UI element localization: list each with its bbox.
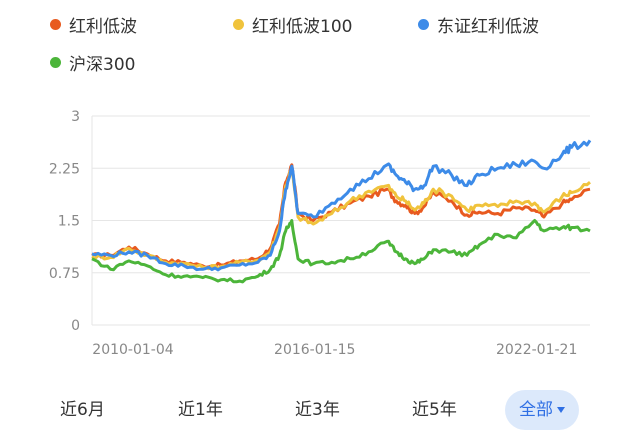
legend-item-dividend-lowvol[interactable]: 红利低波 <box>50 12 137 37</box>
legend-item-csi300[interactable]: 沪深300 <box>50 50 135 75</box>
x-tick-label: 2022-01-21 <box>496 342 577 358</box>
chart-legend: 红利低波 红利低波100 东证红利低波 沪深300 <box>0 0 640 86</box>
line-chart: 0 0.75 1.5 2.25 3 2010-01-04 2016-01-15 2022-0… <box>49 109 592 358</box>
x-tick-label: 2010-01-04 <box>92 342 173 358</box>
series-line <box>91 219 591 284</box>
x-axis: 2010-01-04 2016-01-15 2022-01-21 <box>92 342 577 358</box>
y-tick-label: 1.5 <box>58 214 80 230</box>
legend-label: 红利低波 <box>69 17 137 37</box>
legend-swatch <box>50 19 61 30</box>
legend-swatch <box>233 19 244 30</box>
y-tick-label: 3 <box>71 109 80 125</box>
legend-label: 沪深300 <box>69 55 136 75</box>
range-5y-button[interactable]: 近5年 <box>412 400 457 420</box>
y-tick-label: 2.25 <box>49 161 80 177</box>
range-all-button[interactable]: 全部 <box>505 390 579 430</box>
chart-series <box>91 139 592 284</box>
chart-grid <box>91 115 590 326</box>
legend-item-dividend-lowvol-100[interactable]: 红利低波100 <box>233 12 352 37</box>
series-line <box>91 166 591 271</box>
y-tick-label: 0.75 <box>49 266 80 282</box>
y-tick-label: 0 <box>71 318 80 334</box>
legend-swatch <box>418 19 429 30</box>
legend-label: 红利低波100 <box>252 17 353 37</box>
legend-item-dongzheng-dividend-lowvol[interactable]: 东证红利低波 <box>418 12 539 37</box>
legend-label: 东证红利低波 <box>437 17 539 37</box>
range-all-label: 全部 <box>519 400 553 420</box>
range-selector: 近6月 近1年 近3年 近5年 全部 <box>0 390 640 430</box>
y-axis: 0 0.75 1.5 2.25 3 <box>49 109 80 334</box>
range-3y-button[interactable]: 近3年 <box>295 400 340 420</box>
series-line <box>91 163 591 269</box>
legend-swatch <box>50 57 61 68</box>
x-tick-label: 2016-01-15 <box>274 342 355 358</box>
caret-down-icon <box>557 407 565 413</box>
series-line <box>91 139 592 272</box>
range-1y-button[interactable]: 近1年 <box>178 400 223 420</box>
range-6m-button[interactable]: 近6月 <box>60 400 105 420</box>
